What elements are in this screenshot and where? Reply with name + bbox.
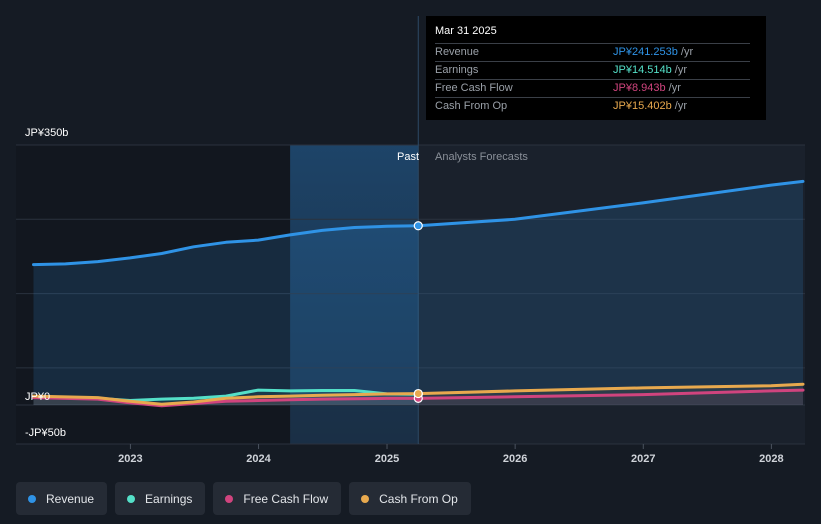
tooltip-date: Mar 31 2025: [435, 25, 497, 37]
y-axis-label-bottom: -JP¥50b: [25, 427, 66, 439]
tooltip-label: Revenue: [435, 46, 480, 58]
x-tick-label: 2023: [118, 453, 142, 465]
legend-item-earnings[interactable]: Earnings: [115, 482, 206, 515]
tooltip: Mar 31 2025 Revenue JP¥241.253b /yr Earn…: [426, 16, 766, 120]
tooltip-label: Free Cash Flow: [435, 82, 513, 94]
revenue-area: [33, 181, 803, 405]
tooltip-unit: /yr: [677, 46, 694, 58]
legend-item-free-cash-flow[interactable]: Free Cash Flow: [213, 482, 342, 515]
tooltip-label: Earnings: [435, 64, 479, 76]
legend-item-revenue[interactable]: Revenue: [16, 482, 108, 515]
tooltip-value: JP¥8.943b: [613, 82, 666, 94]
x-tick-label: 2026: [503, 453, 527, 465]
x-tick-label: 2028: [759, 453, 783, 465]
revenue-point: [413, 221, 423, 231]
tooltip-value-wrap: JP¥8.943b /yr: [613, 80, 681, 97]
x-tick-label: 2025: [375, 453, 399, 465]
cash-from-op-line: [32, 382, 805, 406]
tooltip-value: JP¥241.253b: [613, 46, 678, 58]
legend-label: Earnings: [145, 491, 193, 506]
forecast-label: Analysts Forecasts: [435, 151, 528, 163]
tooltip-row-cash-from-op: Cash From Op JP¥15.402b /yr: [435, 97, 750, 115]
tooltip-row-revenue: Revenue JP¥241.253b /yr: [435, 43, 750, 61]
tooltip-value-wrap: JP¥241.253b /yr: [613, 44, 693, 61]
legend: Revenue Earnings Free Cash Flow Cash Fro…: [16, 482, 471, 515]
tooltip-unit: /yr: [665, 82, 681, 94]
legend-label: Free Cash Flow: [243, 491, 329, 506]
y-axis-label-top: JP¥350b: [25, 127, 68, 139]
tooltip-unit: /yr: [671, 64, 687, 76]
tooltip-row-free-cash-flow: Free Cash Flow JP¥8.943b /yr: [435, 79, 750, 97]
past-label: Past: [397, 151, 419, 163]
x-tick-label: 2024: [246, 453, 271, 465]
tooltip-row-earnings: Earnings JP¥14.514b /yr: [435, 61, 750, 79]
cash-from-op-point: [413, 388, 423, 399]
legend-label: Cash From Op: [379, 491, 458, 506]
free-cash-flow-dot-icon: [225, 494, 234, 503]
tooltip-label: Cash From Op: [435, 100, 508, 112]
x-tick-label: 2027: [631, 453, 655, 465]
revenue-line: [32, 179, 805, 267]
y-axis-label-zero: JP¥0: [25, 391, 50, 403]
earnings-dot-icon: [127, 494, 136, 503]
tooltip-value: JP¥14.514b: [613, 64, 672, 76]
legend-item-cash-from-op[interactable]: Cash From Op: [349, 482, 471, 515]
revenue-dot-icon: [28, 494, 36, 503]
cash-from-op-dot-icon: [361, 494, 370, 503]
tooltip-value-wrap: JP¥14.514b /yr: [613, 62, 687, 79]
tooltip-unit: /yr: [671, 100, 687, 112]
tooltip-value-wrap: JP¥15.402b /yr: [613, 98, 687, 115]
tooltip-value: JP¥15.402b: [613, 100, 672, 112]
legend-label: Revenue: [46, 491, 95, 506]
